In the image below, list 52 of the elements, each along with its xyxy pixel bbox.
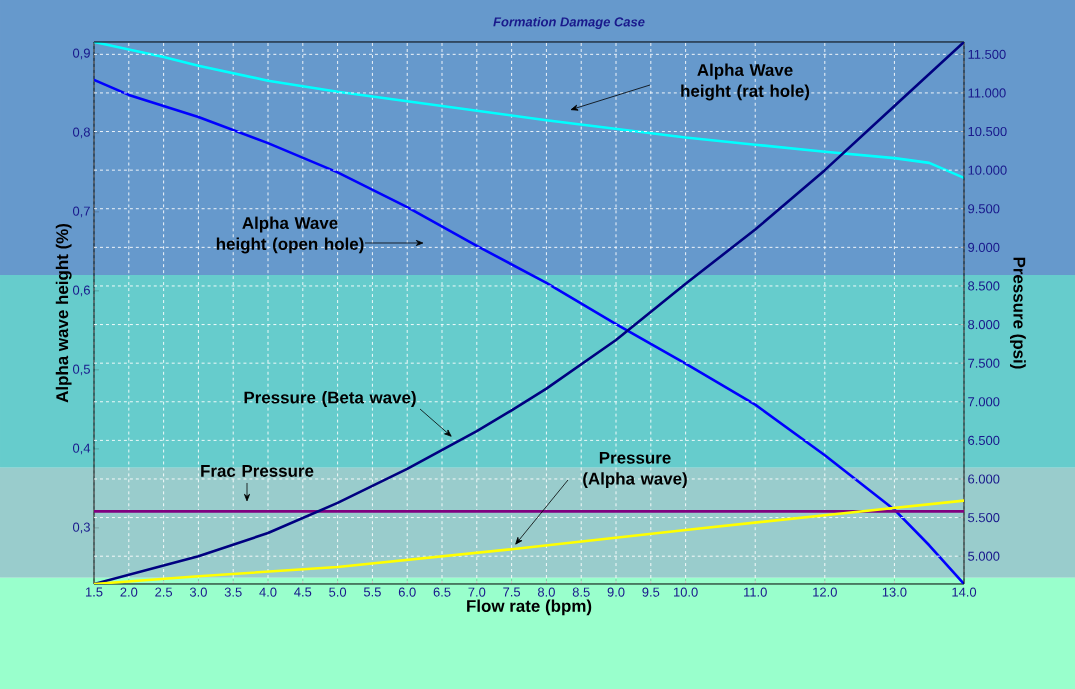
y2-tick-label: 5.000 (968, 551, 1000, 561)
y2-tick-label: 10.500 (968, 126, 1007, 137)
y-tick-label: 0,9 (72, 48, 90, 60)
x-tick-label: 8.5 (572, 587, 590, 597)
text: Pressure (Beta wave) (244, 391, 416, 407)
y-axis-title: Alpha wave height (%) (55, 223, 72, 403)
chart-title: Formation Damage Case (493, 16, 645, 30)
series-label: Alpha Wave height (open hole) (216, 216, 364, 254)
y2-tick-label: 11.500 (968, 49, 1006, 59)
y2-tick-label: 6.000 (968, 474, 1000, 484)
y-tick-label: 0,3 (72, 522, 90, 534)
x-axis-title: Flow rate (bpm) (467, 599, 592, 616)
y-tick-label: 0,5 (72, 364, 90, 376)
text: Alpha Wave height (rat hole) (681, 63, 810, 101)
y2-tick-label: 9.000 (968, 242, 1000, 252)
x-tick-label: 2.0 (120, 587, 138, 597)
y2-tick-label: 7.000 (968, 397, 1000, 407)
text: Pressure (Alpha wave) (583, 451, 687, 489)
x-tick-label: 9.5 (642, 587, 660, 597)
y2-tick-label: 11.000 (968, 88, 1006, 98)
y-tick-label: 0,7 (72, 206, 90, 218)
y-tick-label: 0,6 (72, 285, 90, 297)
x-tick-label: 7.0 (468, 587, 486, 597)
y-tick-label: 0,4 (72, 443, 91, 455)
x-tick-label: 3.5 (224, 587, 242, 597)
x-tick-label: 3.0 (189, 587, 207, 597)
ref-line-label: Frac Pressure (201, 465, 314, 477)
x-tick-label: 5.5 (363, 587, 381, 597)
x-tick-label: 5.0 (329, 587, 347, 597)
x-tick-label: 7.5 (503, 587, 521, 597)
x-tick-label: 14.0 (952, 587, 977, 597)
x-tick-label: 6.5 (433, 587, 451, 597)
y2-tick-label: 8.500 (968, 281, 1000, 291)
y2-axis-title: Pressure (psi) (1010, 257, 1026, 369)
x-tick-label: 11.0 (744, 587, 767, 597)
x-tick-label: 10.0 (673, 587, 698, 597)
y2-tick-label: 5.500 (968, 513, 1000, 523)
y2-tick-label: 10.000 (968, 165, 1007, 175)
y2-tick-label: 6.500 (968, 435, 1000, 445)
x-tick-label: 6.0 (398, 587, 416, 597)
x-tick-label: 13.0 (882, 587, 907, 597)
x-tick-label: 12.0 (813, 587, 837, 597)
x-tick-label: 8.0 (537, 587, 555, 597)
x-tick-label: 2.5 (155, 587, 173, 597)
x-tick-label: 4.5 (294, 587, 312, 597)
x-tick-label: 1.5 (85, 587, 103, 597)
y2-tick-label: 9.500 (968, 204, 1000, 214)
x-tick-label: 4.0 (259, 587, 277, 597)
x-tick-label: 9.0 (607, 587, 625, 597)
y-tick-label: 0,8 (72, 127, 90, 139)
y2-tick-label: 8.000 (968, 319, 1000, 330)
y2-tick-label: 7.500 (968, 358, 1000, 368)
